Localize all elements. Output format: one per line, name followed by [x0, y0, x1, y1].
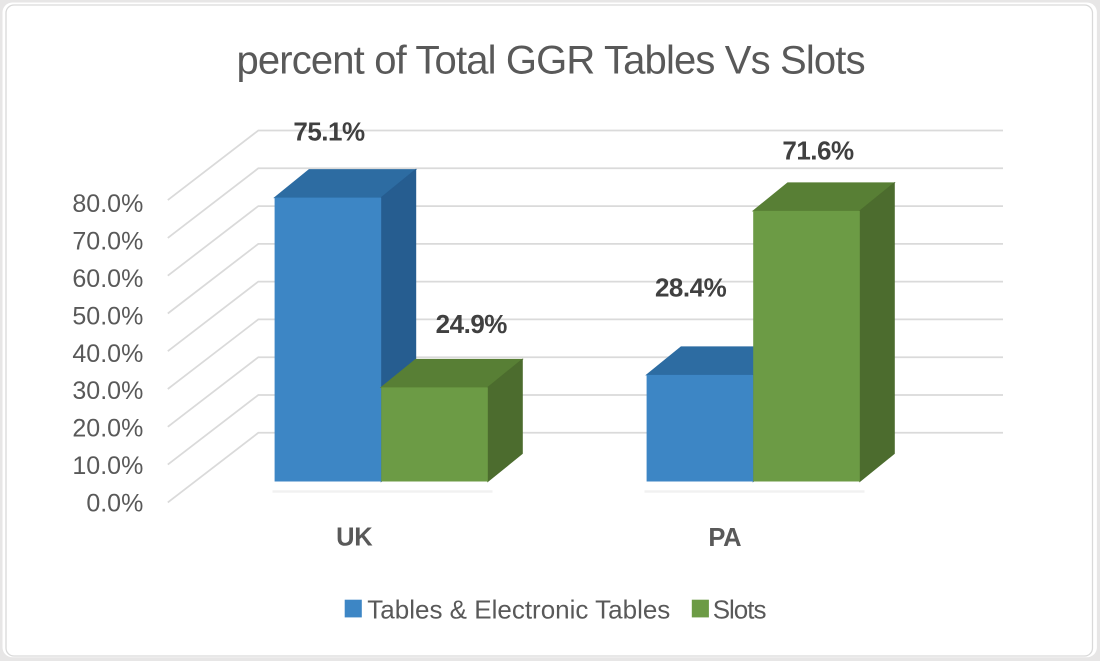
svg-text:Tables & Electronic Tables: Tables & Electronic Tables [367, 594, 670, 624]
svg-text:80.0%: 80.0% [72, 190, 143, 218]
svg-text:50.0%: 50.0% [72, 302, 143, 330]
svg-text:percent of Total GGR Tables Vs: percent of Total GGR Tables Vs Slots [236, 38, 864, 82]
svg-text:28.4%: 28.4% [655, 273, 727, 303]
svg-text:20.0%: 20.0% [72, 415, 143, 443]
svg-text:30.0%: 30.0% [72, 377, 143, 405]
svg-text:24.9%: 24.9% [436, 309, 508, 339]
svg-text:Slots: Slots [713, 594, 767, 624]
svg-text:71.6%: 71.6% [782, 136, 854, 166]
svg-text:10.0%: 10.0% [72, 452, 143, 480]
svg-text:60.0%: 60.0% [72, 265, 143, 293]
svg-text:0.0%: 0.0% [86, 490, 143, 518]
svg-text:70.0%: 70.0% [72, 227, 143, 255]
svg-text:75.1%: 75.1% [293, 117, 365, 147]
svg-text:UK: UK [336, 524, 373, 552]
svg-text:PA: PA [708, 524, 741, 552]
svg-text:40.0%: 40.0% [72, 340, 143, 368]
